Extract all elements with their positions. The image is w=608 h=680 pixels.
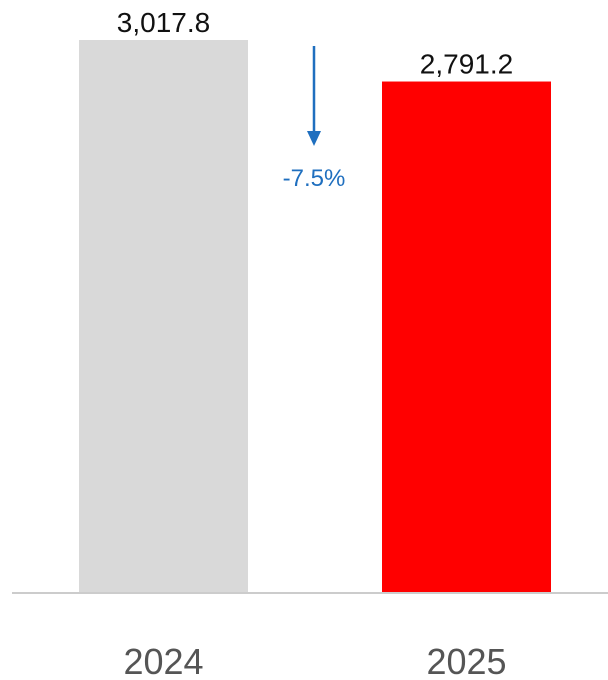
bars-group (79, 40, 551, 593)
value-label-2024: 3,017.8 (117, 7, 210, 38)
bar-2025 (382, 81, 551, 593)
x-tick-labels-group: 2024 2025 (123, 641, 506, 680)
percent-change-label: -7.5% (283, 165, 346, 192)
bar-2024 (79, 40, 248, 593)
change-indicator: -7.5% (283, 46, 346, 192)
value-label-2025: 2,791.2 (420, 49, 513, 80)
x-tick-label-2025: 2025 (426, 641, 506, 680)
x-tick-label-2024: 2024 (123, 641, 203, 680)
down-arrow-head-icon (307, 131, 321, 146)
value-labels-group: 3,017.8 2,791.2 (117, 7, 513, 80)
